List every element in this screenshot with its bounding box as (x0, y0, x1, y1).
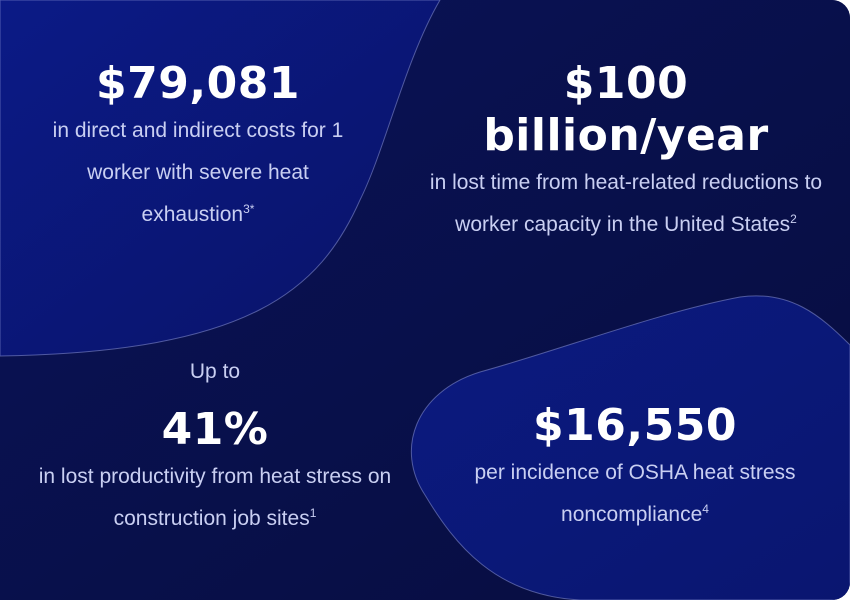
stat-figure: $79,081 (96, 58, 300, 109)
footnote-marker: 2 (790, 212, 797, 226)
stat-description: in lost time from heat-related reduction… (429, 171, 823, 236)
stat-prefix: Up to (189, 360, 241, 383)
footnote-marker: 3* (243, 202, 255, 216)
footnote-marker: 1 (309, 506, 317, 520)
stat-figure: $16,550 (533, 400, 737, 451)
stat-figure: $100 billion/year (483, 58, 769, 161)
stat-direct-costs: $79,081 in direct and indirect costs for… (28, 58, 368, 236)
stat-lost-productivity: Up to 41% in lost productivity from heat… (20, 358, 410, 540)
stat-description: in direct and indirect costs for 1 worke… (52, 119, 344, 226)
footnote-marker: 4 (702, 502, 709, 516)
stat-lost-time: $100 billion/year in lost time from heat… (422, 58, 830, 246)
stat-description: in lost productivity from heat stress on… (38, 465, 392, 530)
stat-figure: 41% (161, 404, 269, 455)
top-left-panel (0, 0, 441, 357)
stat-description: per incidence of OSHA heat stress noncom… (474, 461, 796, 526)
bottom-right-panel (410, 295, 850, 600)
stat-osha-noncompliance: $16,550 per incidence of OSHA heat stres… (450, 400, 820, 536)
